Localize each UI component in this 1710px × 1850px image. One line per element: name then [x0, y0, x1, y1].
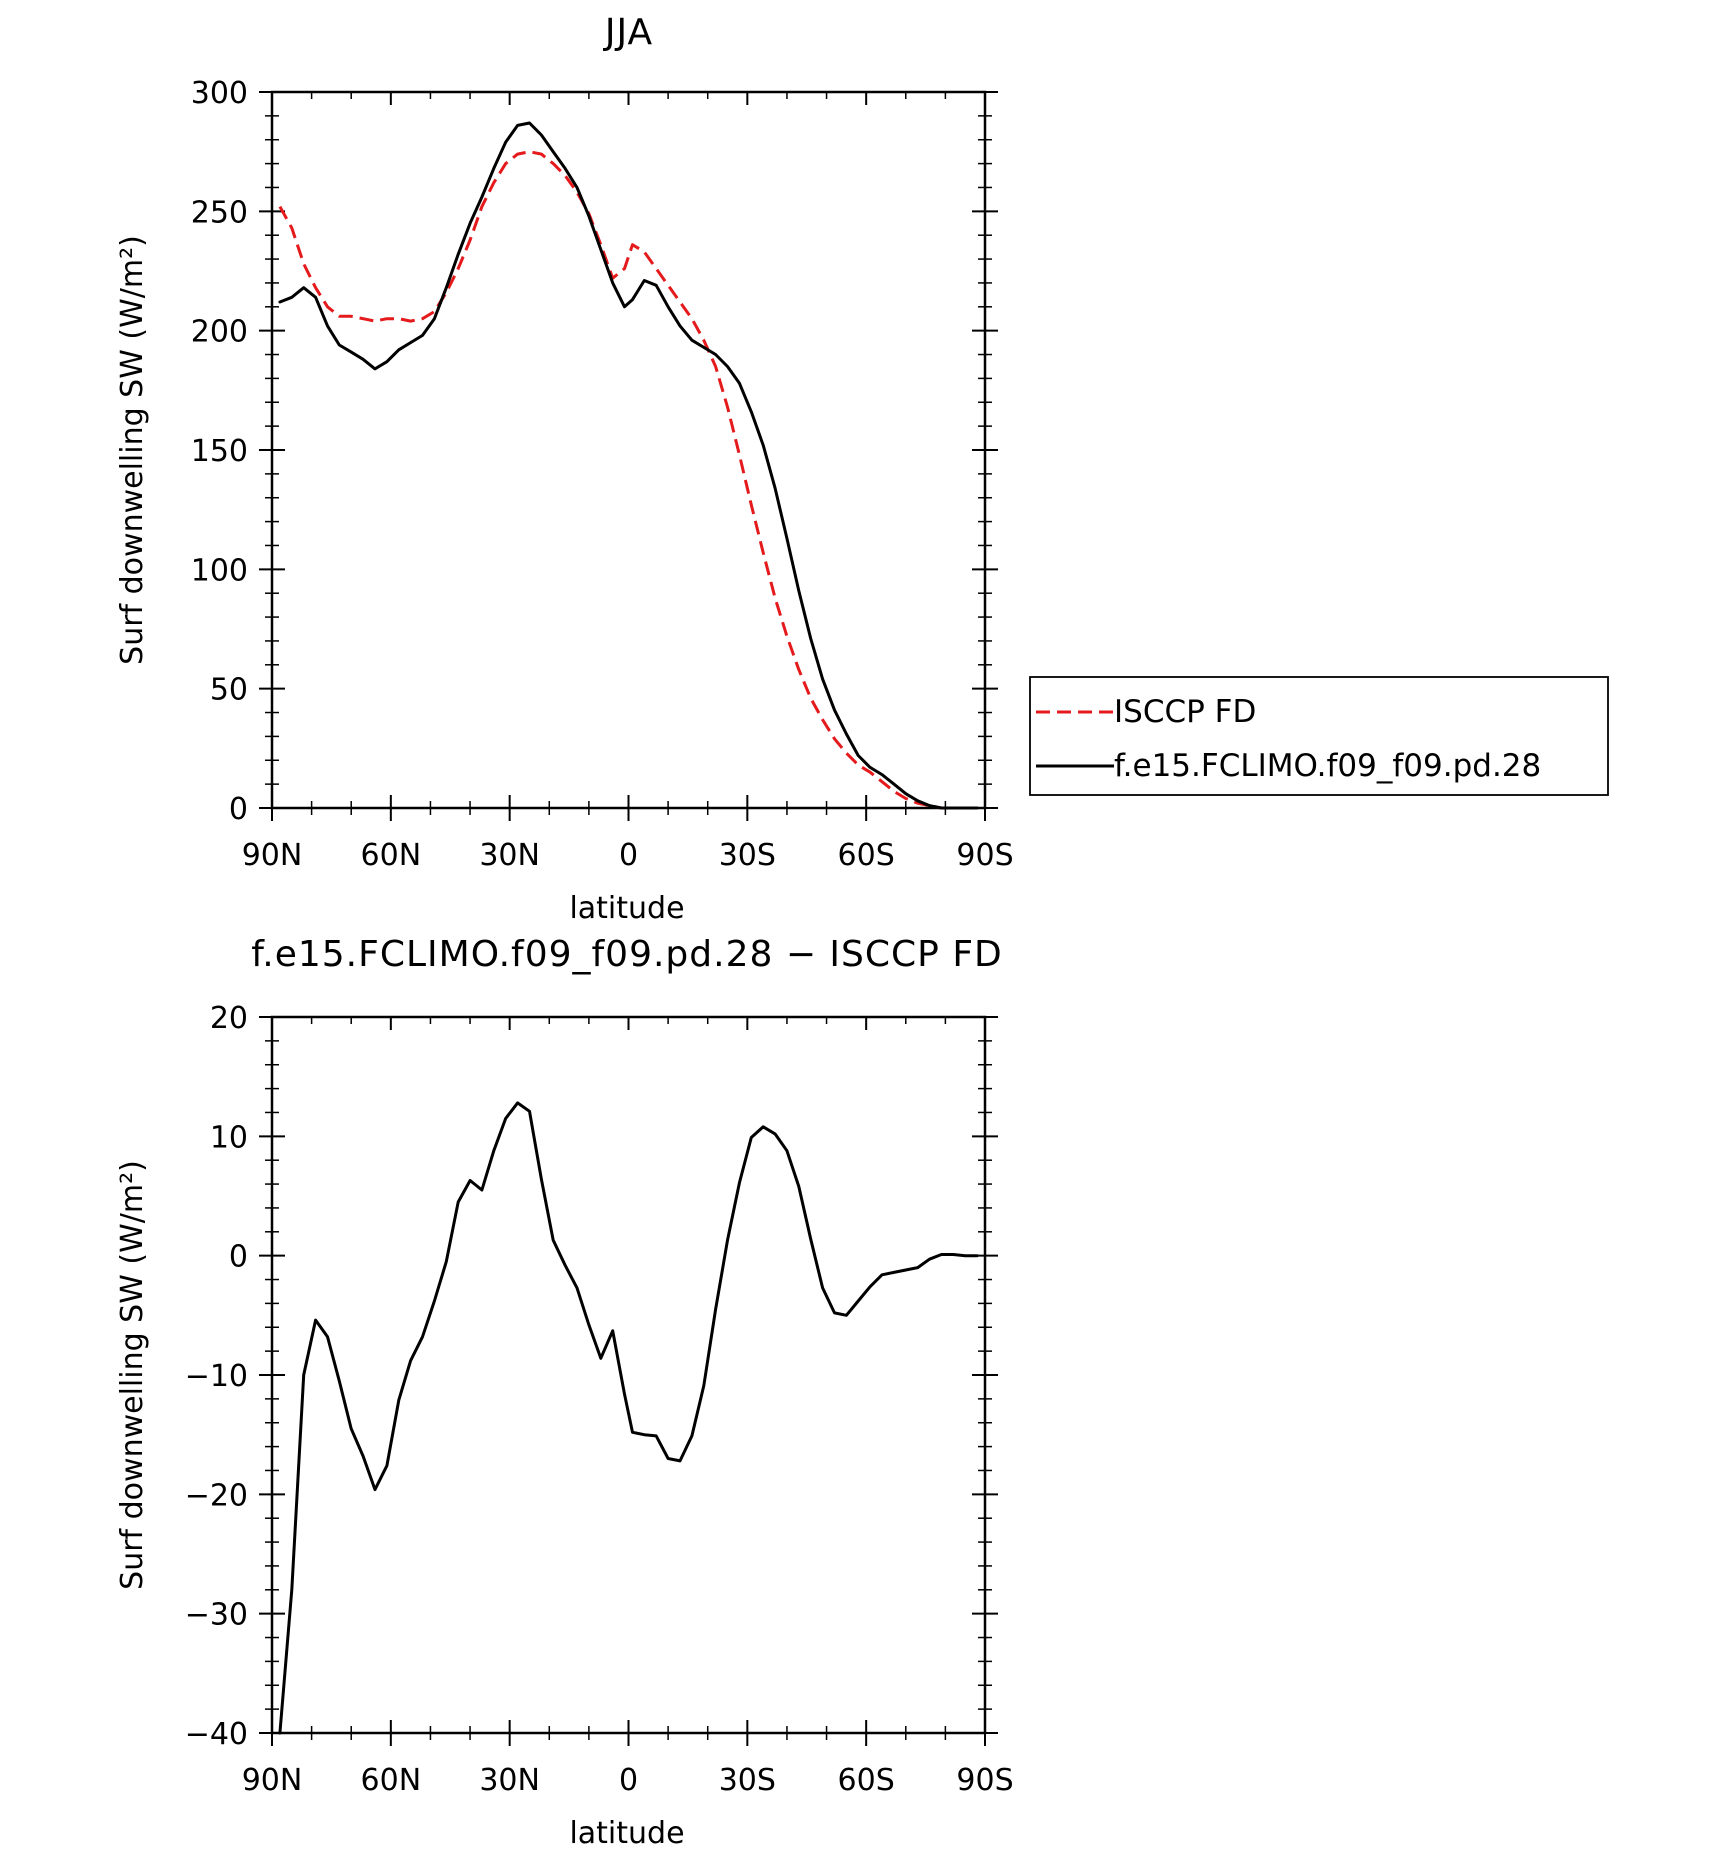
- y-tick-label: −20: [185, 1478, 248, 1513]
- y-tick-label: 50: [210, 673, 248, 708]
- series-line-1: [278, 121, 979, 810]
- y-tick-label: 0: [229, 792, 248, 827]
- x-tick-label: 30S: [719, 1763, 776, 1798]
- axis-ticks: 90N 60N 30N 0 30S 60S 90S −40 −30 −20 −10 0 10 20: [185, 1001, 1014, 1798]
- y-tick-label: 0: [229, 1240, 248, 1275]
- y-tick-label: 300: [191, 76, 248, 111]
- series-line-0: [278, 1101, 979, 1735]
- y-tick-label: −40: [185, 1717, 248, 1752]
- chart-title: f.e15.FCLIMO.f09_f09.pd.28 − ISCCP FD: [251, 934, 1003, 975]
- x-tick-label: 30N: [479, 838, 540, 873]
- x-axis-label: latitude: [569, 891, 684, 926]
- y-axis-label: Surf downwelling SW (W/m²): [115, 1160, 150, 1590]
- legend-label-model: f.e15.FCLIMO.f09_f09.pd.28: [1114, 748, 1541, 784]
- y-tick-label: 20: [210, 1001, 248, 1036]
- axis-ticks: 90N 60N 30N 0 30S 60S 90S 0 50 100 150 200 250 300: [191, 76, 1014, 873]
- x-tick-label: 60S: [838, 1763, 895, 1798]
- x-tick-label: 90N: [242, 838, 303, 873]
- series-group: [278, 121, 979, 810]
- y-tick-label: −10: [185, 1359, 248, 1394]
- x-tick-label: 90S: [956, 838, 1013, 873]
- x-tick-label: 90N: [242, 1763, 303, 1798]
- y-tick-label: 200: [191, 315, 248, 350]
- top-panel-jja: JJA 90N 60N 30N 0 30S 60S 90S 0 50 100 150 200 250 30…: [115, 12, 1609, 926]
- series-group: [278, 1101, 979, 1735]
- legend: ISCCP FD f.e15.FCLIMO.f09_f09.pd.28: [1029, 676, 1609, 796]
- x-tick-label: 60N: [361, 1763, 422, 1798]
- legend-label-isccp-fd: ISCCP FD: [1114, 694, 1256, 730]
- plot-frame: [270, 90, 987, 810]
- x-tick-label: 30N: [479, 1763, 540, 1798]
- y-axis-label: Surf downwelling SW (W/m²): [115, 235, 150, 665]
- y-tick-label: 250: [191, 195, 248, 230]
- x-tick-label: 60N: [361, 838, 422, 873]
- x-tick-label: 30S: [719, 838, 776, 873]
- series-line-0: [278, 150, 978, 810]
- y-tick-label: 100: [191, 553, 248, 588]
- bottom-panel-difference: f.e15.FCLIMO.f09_f09.pd.28 − ISCCP FD 90…: [115, 934, 1014, 1850]
- x-tick-label: 90S: [956, 1763, 1013, 1798]
- y-tick-label: −30: [185, 1598, 248, 1633]
- chart-title: JJA: [603, 12, 653, 53]
- x-tick-label: 0: [619, 838, 638, 873]
- y-tick-label: 150: [191, 434, 248, 469]
- y-tick-label: 10: [210, 1120, 248, 1155]
- legend-box: [1029, 676, 1609, 796]
- x-tick-label: 60S: [838, 838, 895, 873]
- x-tick-label: 0: [619, 1763, 638, 1798]
- plot-frame: [270, 1015, 987, 1735]
- x-axis-label: latitude: [569, 1816, 684, 1850]
